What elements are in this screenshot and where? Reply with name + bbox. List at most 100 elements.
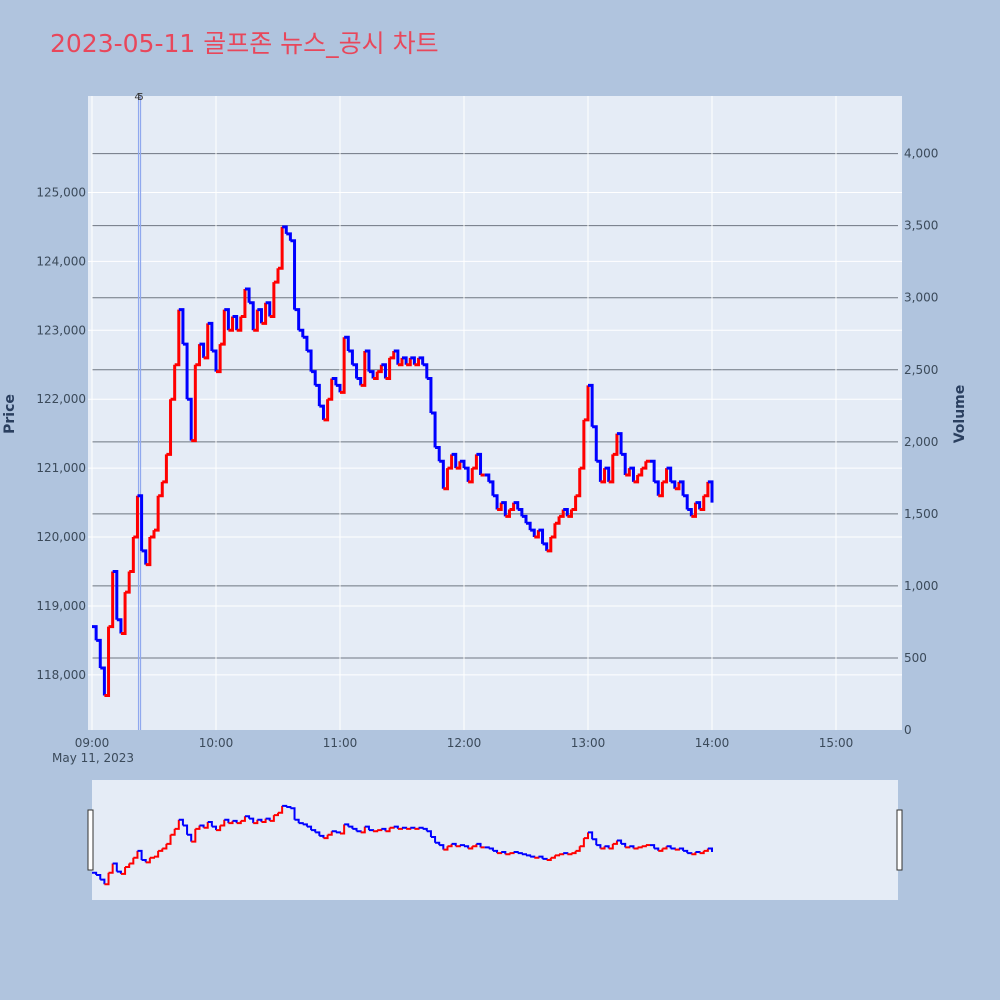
price-segment: [133, 850, 139, 859]
price-segment: [344, 335, 350, 351]
range-slider-right-handle[interactable]: [896, 809, 903, 871]
price-segment: [373, 830, 379, 833]
price-segment: [273, 268, 280, 284]
price-segment: [162, 843, 168, 850]
price-segment: [315, 831, 321, 836]
price-segment: [166, 834, 172, 845]
price-segment: [402, 826, 408, 829]
price-segment: [538, 528, 545, 544]
price-segment: [579, 838, 585, 848]
y2-tick-label: 1,000: [904, 579, 938, 593]
price-segment: [484, 846, 490, 849]
range-slider-left-handle[interactable]: [87, 809, 94, 871]
price-segment: [513, 501, 520, 510]
price-segment: [154, 850, 160, 858]
price-segment: [368, 370, 375, 379]
y2-tick-label: 2,500: [904, 363, 938, 377]
x-tick-label: 12:00: [447, 736, 482, 750]
price-segment: [120, 592, 127, 636]
price-segment: [554, 854, 561, 857]
price-segment: [497, 502, 503, 511]
price-segment: [100, 666, 106, 696]
price-segment: [459, 844, 465, 847]
price-segment: [207, 821, 213, 827]
price-segment: [670, 480, 677, 489]
price-segment: [294, 308, 301, 331]
price-segment: [501, 850, 507, 855]
price-segment: [451, 452, 458, 469]
price-segment: [286, 806, 292, 809]
price-segment: [298, 822, 304, 825]
price-segment: [505, 509, 511, 518]
price-segment: [319, 404, 325, 420]
price-segment: [368, 829, 375, 832]
price-segment: [534, 856, 540, 859]
price-segment: [327, 831, 333, 836]
price-segment: [335, 831, 341, 834]
price-segment: [116, 870, 122, 874]
price-segment: [199, 342, 206, 358]
price-segment: [476, 452, 483, 476]
price-segment: [583, 385, 590, 422]
price-segment: [323, 399, 330, 422]
price-segment: [406, 827, 412, 830]
price-segment: [554, 516, 561, 525]
price-segment: [224, 308, 230, 331]
price-segment: [707, 847, 713, 852]
price-segment: [294, 818, 300, 824]
price-segment: [641, 461, 648, 470]
price-segment: [96, 874, 102, 880]
y-tick-label: 120,000: [36, 530, 86, 544]
price-segment: [447, 454, 454, 470]
price-segment: [174, 819, 180, 830]
price-segment: [170, 828, 176, 836]
price-segment: [695, 850, 701, 854]
y2-tick-label: 1,500: [904, 507, 938, 521]
price-segment: [414, 357, 421, 367]
price-segment: [633, 475, 640, 484]
price-segment: [497, 851, 503, 855]
price-segment: [182, 824, 189, 835]
range-slider-background[interactable]: [92, 780, 898, 900]
price-segment: [191, 828, 197, 843]
price-segment: [426, 830, 432, 837]
x-tick-label: 09:00: [75, 736, 110, 750]
price-segment: [348, 349, 354, 365]
price-segment: [439, 459, 445, 489]
price-segment: [195, 344, 201, 367]
price-segment: [282, 225, 288, 234]
price-segment: [191, 364, 197, 443]
price-segment: [509, 502, 516, 511]
price-segment: [468, 468, 474, 484]
price-segment: [430, 411, 437, 448]
price-segment: [443, 846, 449, 851]
price-segment: [137, 494, 144, 551]
price-segment: [674, 481, 681, 491]
price-segment: [658, 481, 664, 498]
price-segment: [282, 804, 288, 808]
price-segment: [662, 468, 669, 484]
price-segment: [703, 481, 710, 498]
price-segment: [397, 357, 404, 367]
price-segment: [488, 480, 495, 496]
price-segment: [559, 509, 565, 518]
price-segment: [278, 805, 284, 814]
price-segment: [249, 817, 255, 824]
y-axis-title: Price: [2, 394, 18, 434]
news-marker-label: 4: [134, 92, 140, 103]
price-segment: [125, 571, 131, 594]
price-segment: [352, 363, 359, 379]
price-segment: [650, 459, 656, 482]
price-segment: [137, 849, 143, 861]
chart-title: 2023-05-11 골프존 뉴스_공시 차트: [50, 29, 439, 58]
price-segment: [678, 480, 685, 496]
price-segment: [112, 862, 118, 872]
price-segment: [377, 364, 383, 374]
price-segment: [216, 344, 222, 374]
y-tick-label: 121,000: [36, 461, 86, 475]
price-segment: [253, 819, 259, 825]
y2-tick-label: 0: [904, 723, 912, 737]
price-segment: [550, 855, 556, 859]
price-segment: [616, 432, 623, 455]
